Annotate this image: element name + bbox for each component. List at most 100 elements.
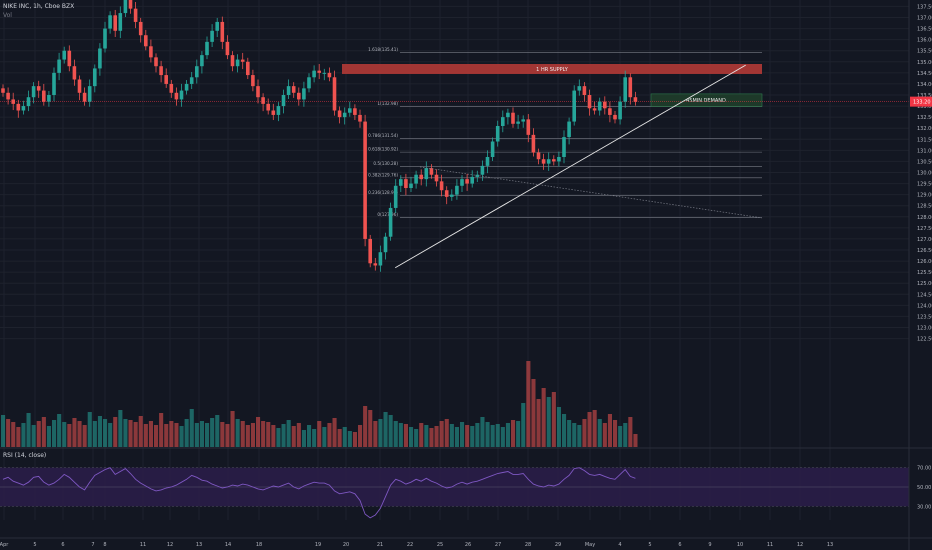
volume-bar (143, 424, 148, 447)
y-tick-label: 133.50 (917, 93, 932, 99)
volume-bar (618, 426, 623, 447)
volume-bar (444, 419, 449, 447)
candle-body (205, 41, 209, 56)
candle-body (393, 185, 398, 208)
x-tick-label: 22 (407, 542, 413, 548)
volume-bar (480, 417, 485, 447)
volume-bar (546, 397, 551, 447)
candle-body (256, 86, 260, 98)
y-tick-label: 124.50 (917, 292, 932, 298)
volume-bar (159, 413, 164, 447)
candle-body (531, 134, 536, 153)
volume-bar (623, 423, 628, 447)
candle-body (495, 126, 500, 142)
candle-body (577, 86, 582, 91)
volume-bar (378, 419, 383, 447)
candle-body (215, 21, 219, 31)
candle-body (98, 48, 102, 69)
x-tick-label: 11 (767, 542, 773, 548)
candle-body (342, 112, 347, 118)
candle-body (87, 86, 92, 102)
volume-bar (521, 403, 526, 447)
candle-body (363, 121, 367, 239)
volume-bar (414, 429, 419, 447)
volume-bar (77, 421, 82, 447)
x-tick-label: 18 (256, 542, 262, 548)
volume-bar (332, 418, 337, 447)
candle-body (36, 86, 41, 91)
candle-body (302, 88, 306, 100)
volume-bar (602, 423, 607, 447)
volume-bar (57, 414, 62, 447)
candle-body (103, 28, 107, 49)
volume-bar (613, 420, 618, 447)
x-tick-label: 13 (827, 542, 833, 548)
volume-bar (266, 422, 271, 447)
x-tick-label: 21 (377, 542, 383, 548)
rsi-tick-label: 50.00 (917, 485, 931, 491)
y-tick-label: 132.50 (917, 115, 932, 121)
candle-body (42, 90, 46, 102)
ascending-trendline (394, 64, 746, 269)
fib-level-label: 0.618(130.92) (368, 147, 398, 152)
volume-bar (383, 412, 388, 447)
volume-bar (556, 407, 561, 447)
volume-bar (454, 427, 459, 447)
x-tick-label: 29 (555, 542, 561, 548)
candle-body (470, 176, 474, 184)
fib-level-label: 0.5(130.28) (373, 161, 398, 166)
candle-body (164, 75, 168, 84)
volume-bar (189, 409, 194, 447)
volume-label: Vol (3, 12, 12, 19)
y-tick-label: 134.50 (917, 71, 932, 77)
candle-body (485, 157, 490, 166)
volume-bar (6, 419, 11, 447)
candle-body (618, 101, 622, 120)
volume-bar (113, 417, 118, 447)
x-tick-label: 6 (61, 542, 64, 548)
candle-body (276, 106, 281, 115)
candle-body (57, 59, 61, 73)
volume-bar (572, 423, 577, 447)
volume-bar (495, 424, 500, 447)
candle-body (149, 46, 153, 58)
candle-body (123, 0, 128, 14)
volume-bar (179, 426, 184, 447)
x-tick-label: 14 (225, 542, 231, 548)
volume-bar (194, 423, 199, 447)
volume-bar (439, 421, 444, 447)
volume-bar (577, 425, 582, 447)
candle-body (297, 92, 301, 100)
candle-body (429, 168, 434, 175)
candle-body (526, 119, 531, 135)
volume-bar (256, 417, 261, 447)
volume-bar (358, 425, 363, 447)
x-tick-label: 27 (495, 542, 501, 548)
candle-body (113, 15, 117, 31)
volume-bar (511, 420, 516, 447)
candle-body (358, 114, 362, 122)
candle-body (383, 236, 388, 253)
volume-bar (97, 416, 102, 447)
candle-body (246, 61, 250, 76)
rsi-tick-label: 70.00 (917, 466, 931, 472)
x-tick-label: 10 (737, 542, 743, 548)
volume-bar (230, 411, 235, 447)
candle-body (286, 86, 291, 95)
volume-bar (460, 422, 465, 447)
candle-body (373, 263, 378, 266)
candle-body (337, 110, 342, 118)
candle-body (327, 72, 332, 78)
candle-body (144, 35, 148, 47)
fib-level-label: 0.382(129.76) (368, 172, 398, 177)
volume-bar (92, 421, 97, 447)
candle-body (404, 179, 408, 188)
volume-bar (261, 421, 266, 447)
candle-body (444, 190, 449, 197)
volume-bar (199, 421, 204, 447)
volume-bar (108, 423, 113, 447)
candle-body (16, 103, 21, 111)
candle-body (62, 50, 66, 60)
volume-bar (465, 425, 470, 447)
